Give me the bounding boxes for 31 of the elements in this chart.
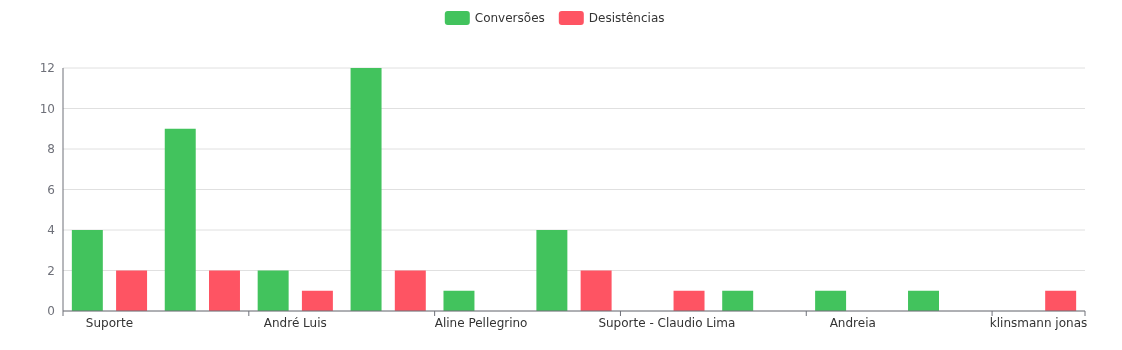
bar <box>209 270 240 311</box>
legend-label: Desistências <box>588 11 665 26</box>
x-tick-label: André Luis <box>263 316 327 330</box>
y-tick-label: 4 <box>47 223 55 238</box>
bar <box>673 290 705 311</box>
y-tick-label: 0 <box>47 304 55 319</box>
x-tick-label: Suporte <box>85 316 134 330</box>
bar <box>536 230 568 311</box>
bar <box>350 68 382 311</box>
bar <box>443 290 475 311</box>
bar <box>722 290 754 311</box>
bar <box>71 230 103 311</box>
x-tick-label: Suporte - Claudio Lima <box>598 316 736 330</box>
y-tick-label: 6 <box>47 182 55 197</box>
bar <box>394 270 426 311</box>
bar <box>301 290 333 311</box>
y-tick-label: 2 <box>47 263 55 278</box>
bar <box>908 290 939 311</box>
y-tick-label: 12 <box>39 61 55 76</box>
bar <box>580 270 612 311</box>
y-tick-label: 8 <box>47 142 55 157</box>
x-tick-label: Aline Pellegrino <box>434 316 528 330</box>
bar <box>116 270 148 311</box>
bar <box>1045 290 1077 311</box>
bar <box>257 270 289 311</box>
x-tick-label: Andreia <box>829 316 876 330</box>
bar <box>815 290 847 311</box>
x-tick-label: klinsmann jonas <box>989 316 1088 330</box>
bar <box>164 128 196 311</box>
legend-label: Conversões <box>474 11 545 26</box>
y-tick-label: 10 <box>39 101 55 116</box>
